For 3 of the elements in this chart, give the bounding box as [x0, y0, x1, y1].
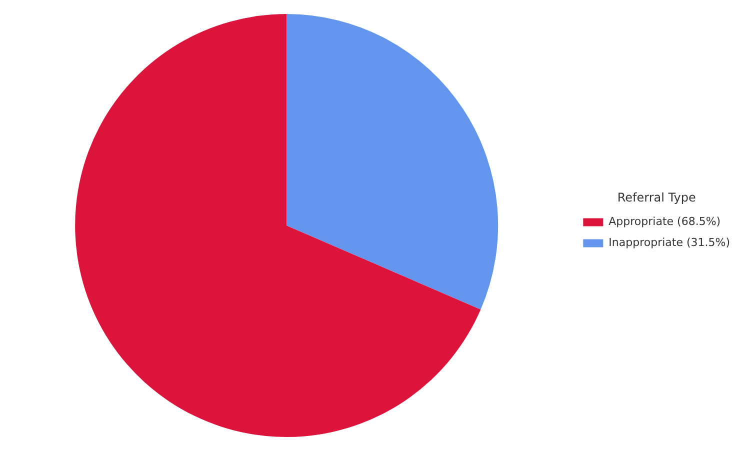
legend-label: Inappropriate (31.5%) [608, 236, 730, 250]
legend-label: Appropriate (68.5%) [608, 215, 721, 228]
legend-title: Referral Type [617, 190, 696, 204]
